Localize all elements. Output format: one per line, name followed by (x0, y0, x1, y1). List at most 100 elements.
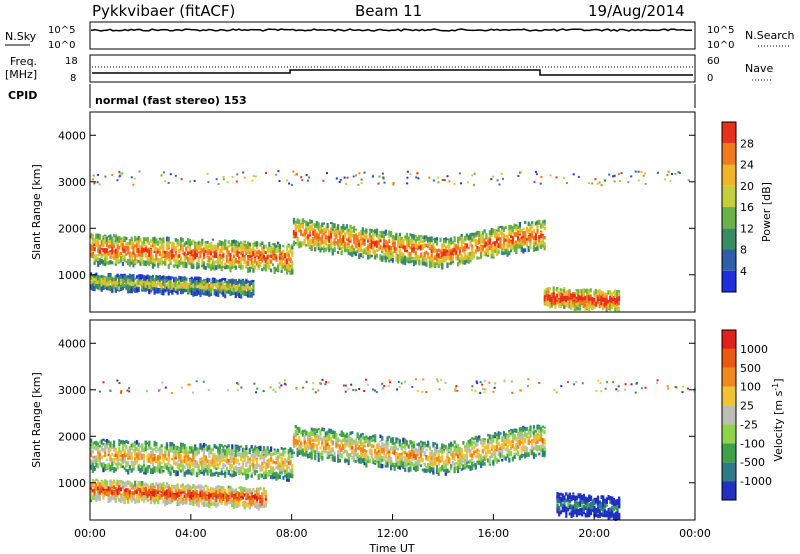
heatmap-cell (190, 257, 193, 263)
heatmap-cell (176, 283, 179, 289)
heatmap-cell (181, 238, 184, 242)
heatmap-cell (414, 251, 417, 255)
heatmap-cell (164, 454, 167, 458)
heatmap-cell (220, 285, 223, 290)
heatmap-cell (501, 243, 504, 248)
heatmap-cell (121, 172, 124, 175)
heatmap-cell (178, 254, 181, 258)
heatmap-cell (428, 176, 431, 179)
heatmap-cell (307, 432, 310, 437)
heatmap-cell (98, 284, 101, 287)
heatmap-cell (206, 445, 209, 452)
heatmap-cell (232, 284, 236, 288)
heatmap-cell (504, 249, 507, 254)
heatmap-cell (298, 445, 301, 450)
heatmap-cell (365, 247, 368, 254)
heatmap-cell (164, 288, 167, 292)
heatmap-cell (268, 258, 271, 262)
heatmap-cell (114, 462, 117, 466)
heatmap-cell (250, 248, 253, 253)
heatmap-cell (402, 253, 405, 257)
heatmap-cell (609, 307, 612, 311)
heatmap-cell (603, 292, 606, 299)
heatmap-cell (610, 300, 613, 305)
heatmap-cell (485, 252, 488, 256)
heatmap-cell (134, 288, 137, 293)
heatmap-cell (432, 247, 435, 252)
heatmap-cell (465, 237, 469, 240)
heatmap-cell (100, 286, 103, 292)
heatmap-cell (607, 305, 610, 309)
heatmap-cell (220, 468, 223, 473)
heatmap-cell (141, 257, 144, 263)
heatmap-cell (450, 249, 453, 253)
heatmap-cell (360, 242, 363, 248)
heatmap-cell (151, 281, 154, 284)
heatmap-cell (435, 250, 439, 257)
heatmap-cell (630, 175, 633, 178)
heatmap-cell (176, 288, 179, 291)
heatmap-cell (128, 466, 131, 471)
heatmap-cell (192, 454, 195, 460)
heatmap-cell (91, 276, 94, 282)
heatmap-cell (259, 256, 262, 261)
heatmap-cell (367, 237, 370, 241)
heatmap-cell (218, 453, 221, 458)
velocity-heatmap (90, 378, 697, 521)
heatmap-cell (405, 239, 409, 245)
heatmap-cell (446, 238, 449, 241)
heatmap-cell (215, 459, 218, 464)
heatmap-cell (404, 246, 407, 251)
heatmap-cell (326, 246, 329, 249)
heatmap-cell (543, 222, 546, 226)
heatmap-cell (423, 235, 426, 242)
heatmap-cell (192, 263, 195, 266)
heatmap-cell (314, 436, 317, 442)
heatmap-cell (310, 438, 313, 443)
heatmap-cell (538, 239, 541, 243)
heatmap-cell (538, 243, 541, 249)
heatmap-cell (259, 261, 262, 267)
heatmap-cell (508, 232, 511, 237)
heatmap-cell (266, 451, 269, 454)
heatmap-cell (280, 268, 283, 273)
heatmap-cell (584, 289, 587, 293)
heatmap-cell (93, 257, 96, 262)
heatmap-cell (189, 180, 192, 183)
heatmap-cell (232, 243, 236, 248)
heatmap-cell (268, 470, 271, 477)
heatmap-cell (240, 260, 243, 266)
heatmap-cell (393, 248, 396, 253)
heatmap-cell (411, 234, 414, 240)
heatmap-cell (388, 255, 391, 261)
heatmap-cell (568, 296, 571, 302)
heatmap-cell (197, 290, 200, 295)
heatmap-cell (252, 448, 255, 453)
heatmap-cell (109, 240, 112, 244)
heatmap-cell (536, 220, 539, 224)
heatmap-cell (575, 289, 578, 293)
heatmap-cell (612, 291, 615, 294)
heatmap-cell (504, 235, 507, 238)
heatmap-cell (180, 237, 183, 242)
heatmap-cell (407, 251, 410, 257)
heatmap-cell (277, 455, 280, 462)
heatmap-cell (134, 255, 137, 261)
heatmap-cell (218, 280, 221, 286)
heatmap-cell (178, 284, 181, 289)
heatmap-cell (98, 233, 101, 239)
heatmap-cell (158, 468, 161, 474)
heatmap-cell (474, 234, 477, 238)
heatmap-cell (245, 454, 248, 458)
heatmap-cell (328, 231, 331, 234)
heatmap-cell (471, 244, 474, 250)
heatmap-cell (107, 285, 110, 291)
heatmap-cell (566, 292, 569, 296)
heatmap-cell (255, 241, 259, 247)
heatmap-cell (502, 240, 506, 245)
heatmap-cell (97, 275, 100, 281)
heatmap-cell (270, 465, 273, 469)
heatmap-cell (144, 253, 147, 256)
heatmap-cell (202, 450, 206, 456)
